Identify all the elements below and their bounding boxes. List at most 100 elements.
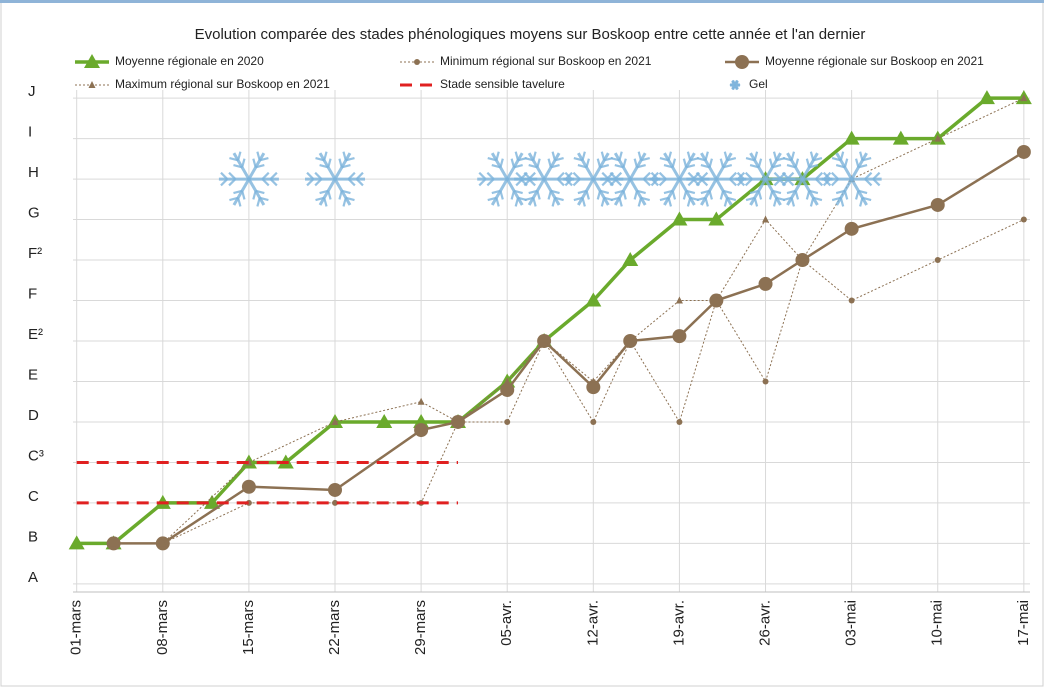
snowflake-branch (499, 158, 504, 168)
snowflake-branch (858, 189, 868, 195)
snowflake-branch (805, 158, 811, 168)
snowflake-branch (854, 158, 860, 168)
snowflake-branch (822, 171, 831, 180)
snowflake-branch (564, 171, 573, 180)
snowflake-branch (744, 178, 753, 187)
marker-circle (735, 55, 749, 69)
snowflake-branch (782, 156, 792, 162)
x-tick-label: 15-mars (240, 600, 257, 655)
legend-swatch (729, 79, 741, 91)
snowflake-branch (659, 196, 669, 202)
snowflake-branch (736, 171, 745, 180)
marker-triangle (622, 252, 639, 267)
snowflake-branch (341, 189, 351, 195)
snowflake-branch (757, 158, 763, 168)
snowflake-branch (528, 189, 538, 195)
snowflake-branch (809, 197, 815, 207)
y-tick-label: D (28, 407, 39, 424)
snowflake-branch (839, 151, 845, 161)
snowflake-branch (745, 196, 756, 202)
snowflake-branch (831, 196, 842, 202)
snowflake-branch (862, 196, 872, 202)
snowflake-branch (722, 163, 733, 169)
snowflake-branch (487, 156, 497, 162)
snowflake-branch (269, 178, 278, 187)
snowflake-branch (618, 151, 623, 161)
marker-triangle (331, 417, 339, 425)
snowflake-branch (514, 151, 520, 161)
snowflake-branch (323, 197, 328, 207)
marker-circle (241, 479, 256, 494)
snowflake-branch (229, 196, 239, 202)
snowflake-branch (341, 163, 351, 169)
snowflake-branch (682, 190, 688, 200)
snowflake-branch (854, 190, 860, 200)
marker-triangle (934, 134, 942, 142)
snowflake (305, 151, 366, 207)
snowflake-branch (650, 178, 659, 187)
marker-circle (930, 197, 945, 212)
snowflake-branch (338, 190, 343, 200)
snowflake-branch (830, 171, 839, 180)
x-tick-label: 29-mars (412, 600, 429, 655)
snowflake-branch (499, 190, 504, 200)
snowflake-branch (808, 189, 819, 195)
snowflake-branch (726, 196, 737, 202)
snowflake-branch (859, 151, 864, 161)
y-tick-label: B (28, 528, 38, 545)
snowflake-branch (314, 171, 323, 180)
snowflake-branch (687, 178, 696, 187)
marker-dot (762, 378, 769, 385)
marker-triangle (84, 54, 100, 68)
snowflake-branch (551, 197, 556, 207)
snowflake-branch (573, 196, 583, 202)
marker-circle (844, 221, 859, 236)
snowflake-branch (843, 158, 849, 168)
snowflake-branch (319, 163, 329, 169)
snowflake-branch (327, 190, 332, 200)
x-tick-label: 10-mai (929, 600, 946, 646)
snowflake-branch (237, 151, 242, 161)
snowflake-branch (768, 190, 774, 200)
snowflake-branch (812, 196, 823, 202)
snowflake-branch (515, 178, 524, 187)
marker-dot (414, 59, 420, 65)
snowflake-branch (577, 189, 587, 195)
snowflake-branch (554, 156, 564, 162)
snowflake-branch (772, 151, 778, 161)
x-tick-label: 12-avr. (584, 600, 601, 646)
marker-triangle (675, 296, 683, 304)
marker-triangle (978, 90, 995, 105)
snowflake-branch (729, 171, 737, 180)
snowflake-branch (486, 178, 495, 187)
snowflake-branch (671, 190, 677, 200)
snowflake-branch (581, 151, 586, 161)
snowflake-branch (614, 163, 624, 169)
snowflake-branch (220, 178, 229, 187)
snowflake-branch (729, 84, 733, 87)
snowflake-branch (812, 156, 823, 162)
legend-label: Moyenne régionale en 2020 (115, 54, 264, 68)
snowflake-branch (822, 178, 831, 187)
snowflake-branch (355, 171, 364, 180)
snowflake-branch (663, 189, 673, 195)
snowflake-branch (704, 151, 709, 161)
snowflake-branch (858, 163, 868, 169)
snowflake-branch (233, 163, 243, 169)
snowflake-branch (808, 163, 819, 169)
snowflake-branch (704, 197, 709, 207)
snowflake-branch (790, 151, 796, 161)
snowflake-branch (256, 151, 261, 161)
snowflake-branch (786, 189, 796, 195)
marker-triangle (68, 535, 85, 550)
marker-dot (848, 297, 855, 304)
snowflake-branch (729, 178, 737, 187)
snowflake-branch (528, 163, 538, 169)
snowflake-branch (515, 171, 524, 180)
y-tick-label: C³ (28, 447, 44, 464)
snowflake-branch (550, 163, 560, 169)
y-tick-label: E² (28, 326, 43, 343)
x-tick-label: 01-mars (68, 600, 85, 655)
snowflake-branch (809, 151, 815, 161)
